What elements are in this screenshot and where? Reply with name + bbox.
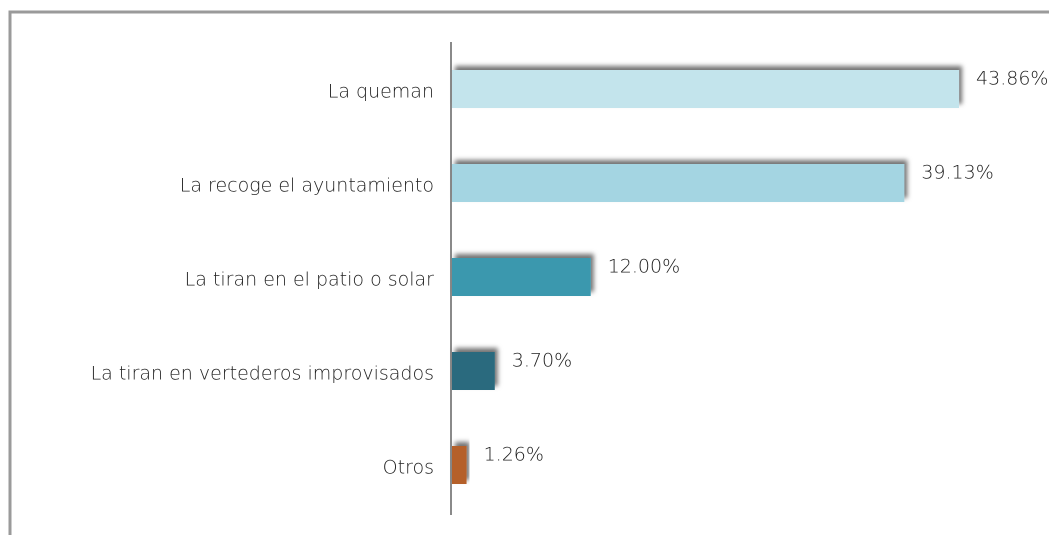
category-label: La recoge el ayuntamiento bbox=[180, 175, 434, 197]
category-label: La queman bbox=[328, 81, 434, 103]
bar bbox=[452, 164, 905, 202]
value-label: 1.26% bbox=[484, 444, 544, 466]
bar bbox=[452, 352, 495, 390]
bar bbox=[452, 70, 960, 108]
category-label: Otros bbox=[383, 457, 434, 479]
bar bbox=[452, 258, 591, 296]
frame bbox=[8, 10, 1049, 535]
category-label: La tiran en vertederos improvisados bbox=[91, 363, 434, 385]
value-label: 3.70% bbox=[512, 350, 572, 372]
value-label: 12.00% bbox=[608, 256, 680, 278]
value-label: 39.13% bbox=[921, 162, 993, 184]
category-label: La tiran en el patio o solar bbox=[185, 269, 435, 291]
bar bbox=[452, 446, 467, 484]
value-label: 43.86% bbox=[976, 68, 1048, 90]
